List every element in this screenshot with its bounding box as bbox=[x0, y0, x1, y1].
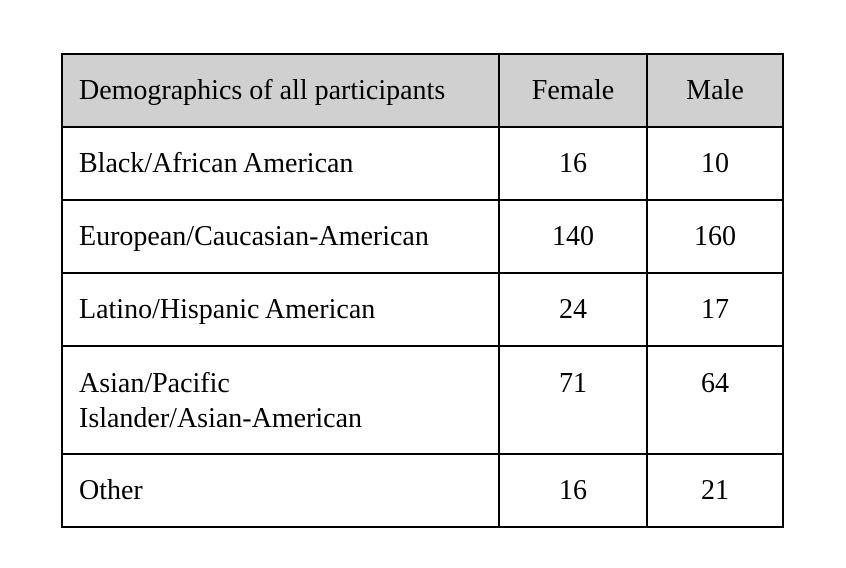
row-label-line-1: Asian/Pacific bbox=[79, 368, 230, 399]
table-row: European/Caucasian-American 140 160 bbox=[61, 199, 784, 274]
male-count: 160 bbox=[646, 199, 784, 274]
table-row: Other 16 21 bbox=[61, 453, 784, 528]
table-row: Black/African American 16 10 bbox=[61, 126, 784, 201]
female-count: 24 bbox=[498, 272, 648, 347]
male-count: 21 bbox=[646, 453, 784, 528]
table-row: Asian/Pacific Islander/Asian-American 71 … bbox=[61, 345, 784, 455]
header-row: Demographics of all participants Female … bbox=[61, 53, 784, 128]
row-label-line-2: Islander/Asian-American bbox=[79, 403, 362, 434]
row-label: Black/African American bbox=[61, 126, 500, 201]
male-count: 10 bbox=[646, 126, 784, 201]
male-count: 64 bbox=[646, 345, 784, 455]
row-label: Other bbox=[61, 453, 500, 528]
column-header-demographics: Demographics of all participants bbox=[61, 53, 500, 128]
column-header-male: Male bbox=[646, 53, 784, 128]
female-count: 71 bbox=[498, 345, 648, 455]
female-count: 16 bbox=[498, 453, 648, 528]
row-label: European/Caucasian-American bbox=[61, 199, 500, 274]
female-count: 140 bbox=[498, 199, 648, 274]
female-count: 16 bbox=[498, 126, 648, 201]
row-label: Latino/Hispanic American bbox=[61, 272, 500, 347]
male-count: 17 bbox=[646, 272, 784, 347]
demographics-table: Demographics of all participants Female … bbox=[61, 53, 784, 528]
column-header-female: Female bbox=[498, 53, 648, 128]
row-label: Asian/Pacific Islander/Asian-American bbox=[61, 345, 500, 455]
table-row: Latino/Hispanic American 24 17 bbox=[61, 272, 784, 347]
